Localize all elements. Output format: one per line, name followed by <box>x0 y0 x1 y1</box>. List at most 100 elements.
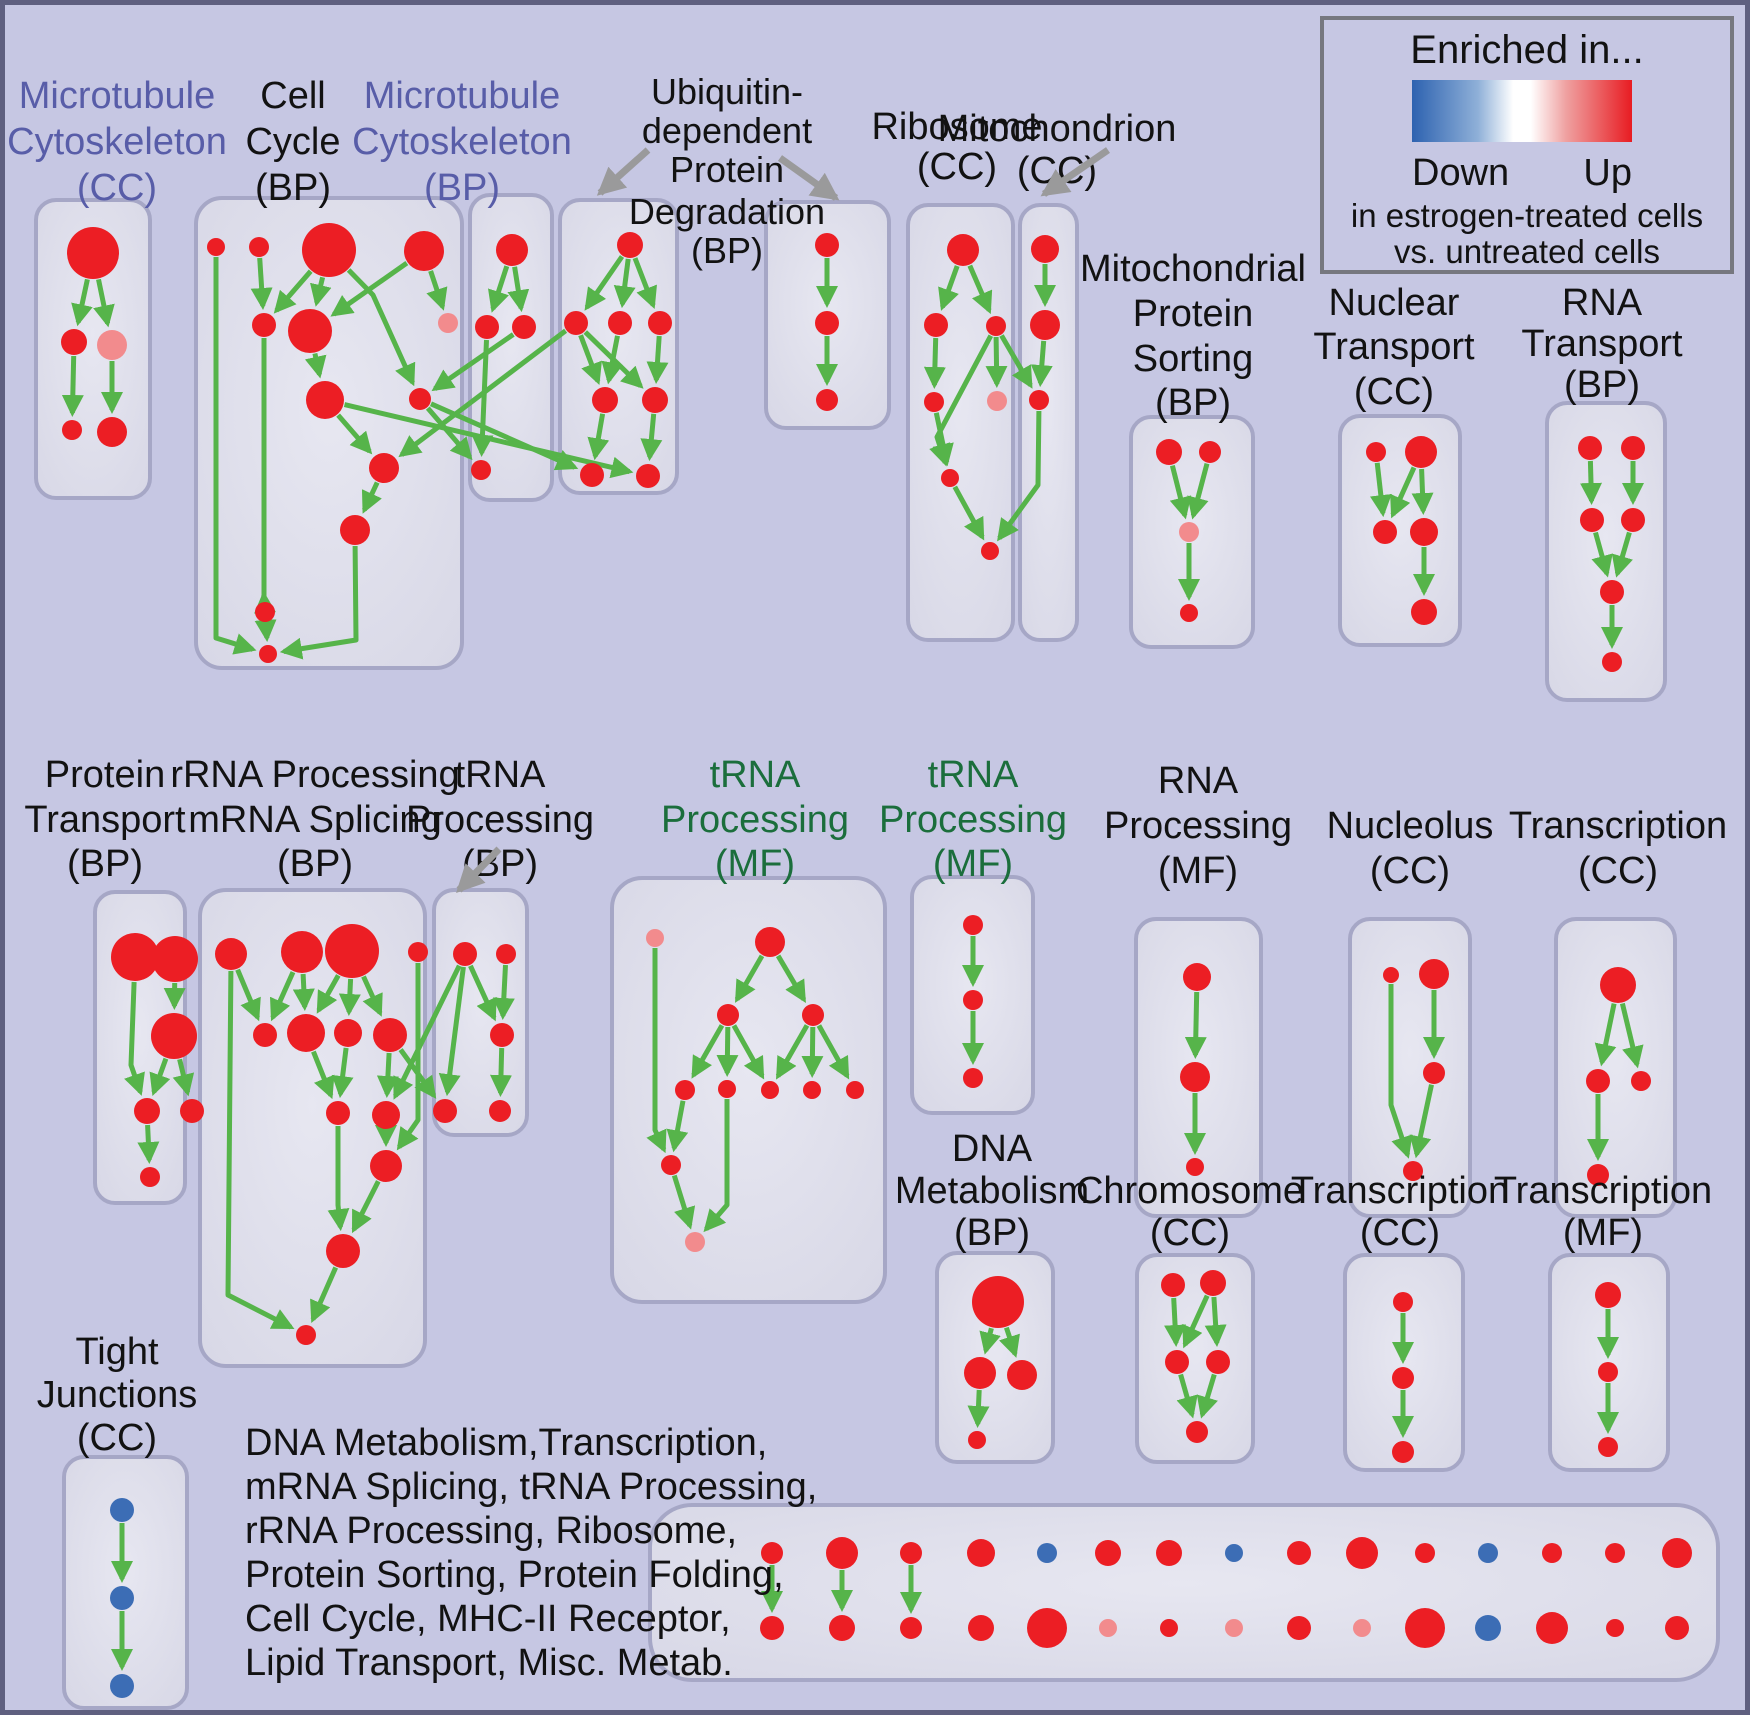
node-transcription-cc-mid-y3 <box>1631 1071 1651 1091</box>
node-protein-transport-C <box>151 1013 197 1059</box>
label-ubiquitin-degradation: dependent <box>642 110 812 151</box>
cluster-box-transcription-cc-mid <box>1554 917 1677 1218</box>
label-trna-bp: tRNA <box>455 754 546 796</box>
label-rna-processing-mf: Processing <box>1104 805 1292 847</box>
label-nucleolus: (CC) <box>1370 850 1450 892</box>
label-nuclear-transport: (CC) <box>1354 371 1434 413</box>
node-misc-g4t <box>1037 1543 1057 1563</box>
node-misc-g7t <box>1225 1544 1243 1562</box>
edge-arrow <box>1591 531 1613 578</box>
edge-arrow <box>292 973 315 1011</box>
edge-arrow <box>1164 1297 1187 1347</box>
node-misc-g11t <box>1478 1543 1498 1563</box>
node-ubiquitin-b-v2 <box>815 311 839 335</box>
label-trna-mf-2: tRNA <box>928 754 1019 796</box>
legend-down-label: Down <box>1412 152 1509 194</box>
label-trna-mf-1: tRNA <box>710 754 801 796</box>
node-trna-mf-1-m3 <box>717 1004 739 1026</box>
edge-arrow <box>273 269 313 314</box>
node-trna-mf-1-m10 <box>661 1155 681 1175</box>
label-mito-protein-sorting: Sorting <box>1133 338 1253 380</box>
node-transcription-mf-f3 <box>1598 1437 1618 1457</box>
node-protein-transport-A <box>111 933 159 981</box>
node-misc-g7b <box>1225 1619 1243 1637</box>
node-rna-transport-q5 <box>1600 580 1624 604</box>
node-transcription-cc-low-g1 <box>1393 1292 1413 1312</box>
edge-arrow <box>346 268 416 387</box>
label-mito-protein-sorting: Protein <box>1133 293 1253 335</box>
cluster-box-nuclear-transport <box>1338 414 1462 647</box>
label-rrna-mrna: (BP) <box>277 843 353 885</box>
edge-arrow <box>1182 1294 1210 1349</box>
node-cell-cycle-cc9 <box>409 388 431 410</box>
node-chromosome-h4 <box>1206 1350 1230 1374</box>
node-trna-bp-t3 <box>490 1023 514 1047</box>
node-rrna-mrna-r3 <box>325 924 379 978</box>
node-protein-transport-E <box>180 1099 204 1123</box>
label-ubiquitin-degradation: Protein <box>670 149 784 190</box>
node-mitochondrion-mt1 <box>1031 235 1059 263</box>
node-protein-transport-D <box>134 1098 160 1124</box>
node-misc-g5t <box>1095 1540 1121 1566</box>
annotation-arrow <box>1040 147 1110 197</box>
label-microtubule-bp: (BP) <box>424 167 500 209</box>
node-cell-cycle-cc13 <box>259 645 277 663</box>
node-misc-g9b <box>1353 1619 1371 1637</box>
node-misc-g2b <box>900 1617 922 1639</box>
label-nucleolus: Nucleolus <box>1327 805 1494 847</box>
edge-arrow <box>393 964 462 1100</box>
edge-arrow <box>979 1327 1001 1355</box>
caption-line: rRNA Processing, Ribosome, <box>245 1510 737 1552</box>
edge-arrow <box>279 545 359 660</box>
edge-arrow <box>1204 1296 1227 1347</box>
edge-arrow <box>646 948 667 1154</box>
caption-line: mRNA Splicing, tRNA Processing, <box>245 1466 817 1508</box>
edge-arrow <box>985 336 1008 388</box>
label-microtubule-bp: Cytoskeleton <box>352 121 572 163</box>
node-trna-mf-2-s2 <box>963 990 983 1010</box>
edge-arrow <box>923 337 946 389</box>
edge-arrow <box>310 276 332 307</box>
label-protein-transport: Protein <box>45 754 165 796</box>
legend-title: Enriched in... <box>1410 28 1643 72</box>
label-mito-protein-sorting: Mitochondrial <box>1080 248 1306 290</box>
edge-arrow <box>488 265 510 313</box>
edge-arrow <box>584 255 625 311</box>
node-cell-cycle-cc4 <box>404 231 444 271</box>
edge-arrow <box>330 261 409 317</box>
node-ribosome-rb1 <box>947 234 979 266</box>
node-trna-mf-2-s1 <box>963 915 983 935</box>
node-misc-g12t <box>1542 1543 1562 1563</box>
edge-arrow <box>1411 468 1434 515</box>
edges <box>61 255 1645 1672</box>
node-cell-cycle-cc12 <box>255 602 275 622</box>
edge-arrow <box>492 964 515 1020</box>
edge-arrow <box>489 1047 512 1097</box>
annotation-arrows <box>456 147 1110 894</box>
label-rna-processing-mf: RNA <box>1158 760 1239 802</box>
cluster-box-dna-metabolism <box>935 1251 1055 1464</box>
node-trna-mf-1-m9 <box>846 1081 864 1099</box>
node-rrna-mrna-r12 <box>370 1150 402 1182</box>
node-trna-mf-1-m8 <box>803 1081 821 1099</box>
edge-arrow <box>1611 531 1633 578</box>
cluster-box-ribosome <box>906 203 1015 642</box>
edge-arrow <box>640 413 663 462</box>
node-ribosome-rb6 <box>941 469 959 487</box>
node-rna-transport-q6 <box>1602 652 1622 672</box>
node-misc-g13t <box>1605 1543 1625 1563</box>
node-nuclear-transport-n1 <box>1366 442 1386 462</box>
label-ubiquitin-degradation: Ubiquitin- <box>651 71 803 112</box>
edge-arrow <box>967 264 993 315</box>
node-ribosome-rb2 <box>924 313 948 337</box>
legend-up-label: Up <box>1583 152 1632 194</box>
node-dna-metabolism-d3 <box>1007 1360 1037 1390</box>
node-trna-mf-1-m2 <box>755 927 785 957</box>
nodes <box>61 223 1692 1698</box>
node-trna-bp-t4 <box>433 1099 457 1123</box>
node-misc-g14b <box>1665 1616 1689 1640</box>
node-chromosome-h2 <box>1200 1270 1226 1296</box>
cluster-box-nucleolus <box>1348 917 1472 1218</box>
node-rna-transport-q2 <box>1621 436 1645 460</box>
